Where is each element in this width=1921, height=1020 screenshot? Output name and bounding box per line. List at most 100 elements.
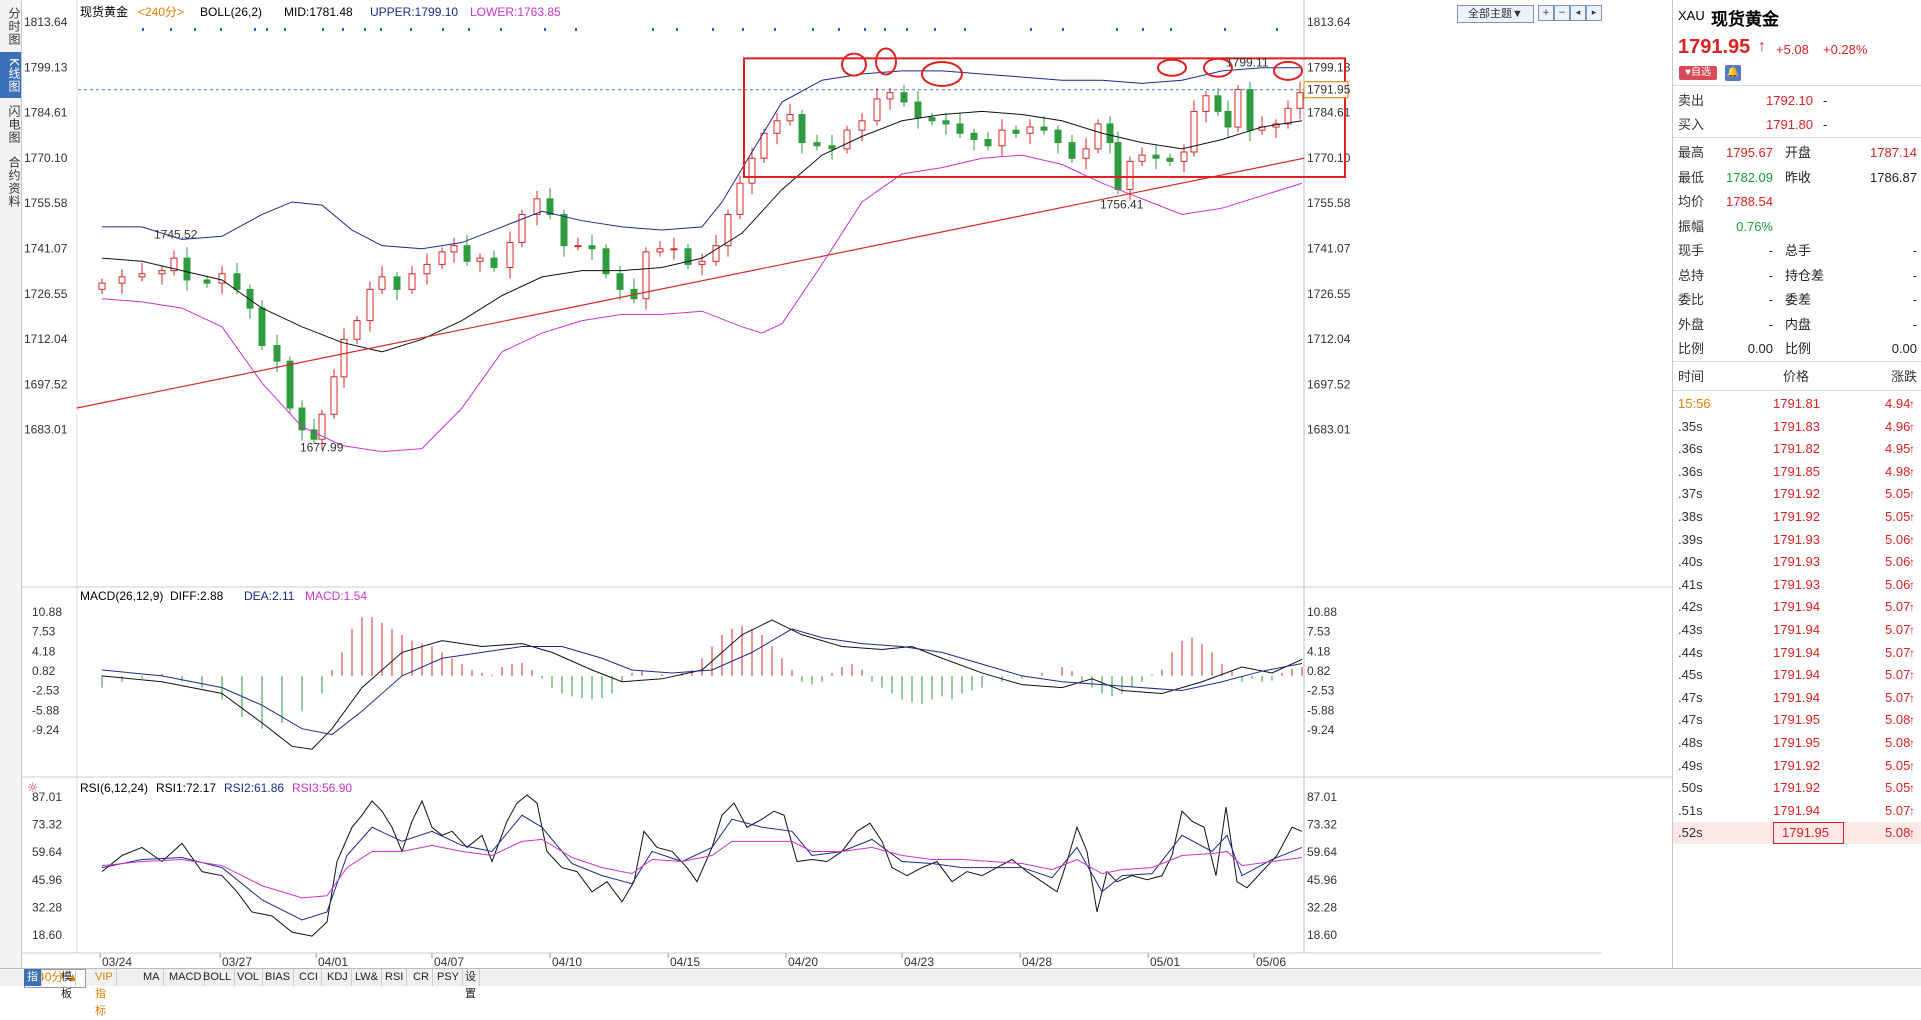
price-tick-left: 1712.04 <box>24 332 68 346</box>
tick-row[interactable]: .44s 1791.94 5.07 ↑ <box>1673 642 1921 664</box>
macd-tick-right: 7.53 <box>1307 625 1331 639</box>
tick-row[interactable]: .47s 1791.95 5.08 ↑ <box>1673 709 1921 731</box>
tick-time: 15:56 <box>1678 396 1711 411</box>
stat-row: 振幅 0.76% <box>1673 214 1921 239</box>
price-tick-left: 1813.64 <box>24 15 68 29</box>
tick-row[interactable]: .35s 1791.83 4.96 ↑ <box>1673 416 1921 438</box>
indicator-tab[interactable]: VIP指标 <box>92 969 117 1017</box>
tick-row[interactable]: .38s 1791.92 5.05 ↑ <box>1673 506 1921 528</box>
tick-row[interactable]: .47s 1791.94 5.07 ↑ <box>1673 687 1921 709</box>
candle-body <box>1012 129 1020 134</box>
date-label: 03/24 <box>102 955 132 968</box>
indicator-tab[interactable]: BIAS <box>262 969 295 986</box>
tick-row[interactable]: .36s 1791.85 4.98 ↑ <box>1673 461 1921 483</box>
indicator-bar: 240分 ▲ 指标 模板 VIP指标 MA MACD BOLL VOL BIAS CCI KDJ L… <box>0 968 1921 1017</box>
macd-tick-right: 4.18 <box>1307 644 1331 658</box>
stat-value: 1787.14 <box>1870 145 1917 160</box>
tab-timeshare[interactable]: 分时图 <box>7 6 21 46</box>
candle-body <box>928 117 936 122</box>
tick-row[interactable]: .50s 1791.92 5.05 ↑ <box>1673 777 1921 799</box>
tick-row[interactable]: .48s 1791.95 5.08 ↑ <box>1673 732 1921 754</box>
tick-row[interactable]: .43s 1791.94 5.07 ↑ <box>1673 619 1921 641</box>
indicator-tab[interactable]: CR <box>410 969 433 986</box>
quote-name: 现货黄金 <box>1711 10 1779 29</box>
tick-row[interactable]: 15:56 1791.81 4.94 ↑ <box>1673 393 1921 415</box>
stat-label: 比例 <box>1678 341 1705 356</box>
date-label: 05/01 <box>1150 955 1180 968</box>
kline-chart[interactable]: 现货黄金 <240分> BOLL(26,2) MID:1781.48 UPPER… <box>22 0 1672 969</box>
price-annotation: 1677.99 <box>300 440 344 454</box>
indicator-tab[interactable]: VOL <box>234 969 264 986</box>
indicator-tab[interactable]: 设置 <box>462 969 480 1000</box>
tick-row[interactable]: .42s 1791.94 5.07 ↑ <box>1673 596 1921 618</box>
tick-price: 1791.93 <box>1773 576 1820 592</box>
tab-kline[interactable]: K线图 <box>0 52 21 98</box>
stat-value: - <box>1768 243 1773 258</box>
add-watchlist-button[interactable]: ♥自选 <box>1679 66 1717 80</box>
theme-dropdown[interactable]: 全部主题▼ <box>1457 5 1534 23</box>
tick-time: .36s <box>1678 463 1703 479</box>
candle-body <box>1246 89 1254 131</box>
stat-row: 最低 1782.09 昨收 1786.87 <box>1673 165 1921 190</box>
indicator-tab[interactable]: RSI <box>382 969 408 986</box>
candle-body <box>490 257 498 269</box>
indicator-tab[interactable]: LW& <box>352 969 383 986</box>
rsi-tick-left: 32.28 <box>32 900 62 914</box>
rsi-label: RSI(6,12,24) <box>80 781 148 795</box>
tick-time: .52s <box>1678 825 1703 841</box>
tick-row[interactable]: .36s 1791.82 4.95 ↑ <box>1673 438 1921 460</box>
rsi-tick-right: 87.01 <box>1307 790 1337 804</box>
indicator-tab[interactable]: BOLL <box>200 969 236 986</box>
highlight-circle <box>921 60 963 87</box>
sun-icon[interactable]: ☼ <box>27 781 39 796</box>
tick-row[interactable]: .39s 1791.93 5.06 ↑ <box>1673 529 1921 551</box>
candle-body <box>233 273 241 290</box>
zoom-in-icon[interactable]: + <box>1538 5 1554 21</box>
candle-body <box>942 120 950 125</box>
macd-value: MACD:1.54 <box>305 589 367 603</box>
indicator-tab[interactable]: MA <box>140 969 164 986</box>
candle-body <box>438 251 446 265</box>
indicator-tab[interactable]: 指标 <box>24 969 42 1000</box>
candle-body <box>1180 151 1188 162</box>
tick-price: 1791.81 <box>1773 396 1820 411</box>
scroll-right-icon[interactable]: ▸ <box>1586 5 1602 21</box>
rsi-chart <box>101 794 1303 937</box>
price-tick-right: 1799.13 <box>1307 60 1351 74</box>
price-tick-left: 1726.55 <box>24 287 68 301</box>
indicator-tab[interactable]: 模板 <box>58 969 76 1000</box>
event-marker <box>774 28 776 31</box>
tick-row[interactable]: .52s 1791.95 5.08 ↑ <box>1673 822 1921 845</box>
chart-area[interactable]: 现货黄金 <240分> BOLL(26,2) MID:1781.48 UPPER… <box>22 0 1672 969</box>
indicator-tab[interactable]: KDJ <box>324 969 352 986</box>
event-marker <box>1224 28 1226 31</box>
tick-row[interactable]: .45s 1791.94 5.07 ↑ <box>1673 664 1921 686</box>
tick-row[interactable]: .37s 1791.92 5.05 ↑ <box>1673 483 1921 505</box>
scroll-left-icon[interactable]: ◂ <box>1570 5 1586 21</box>
indicator-tab[interactable]: PSY <box>434 969 464 986</box>
tick-price: 1791.92 <box>1773 509 1820 524</box>
candle-body <box>1126 160 1134 190</box>
candle-body <box>330 376 338 415</box>
candle-body <box>736 182 744 215</box>
zoom-out-icon[interactable]: − <box>1554 5 1570 21</box>
price-annotation: 1745.52 <box>154 228 198 242</box>
tick-row[interactable]: .41s 1791.93 5.06 ↑ <box>1673 574 1921 596</box>
candle-body <box>393 276 401 290</box>
tick-row[interactable]: .49s 1791.92 5.05 ↑ <box>1673 755 1921 777</box>
highlight-circle <box>1203 57 1233 78</box>
tab-contract-info[interactable]: 合约资料 <box>7 156 21 208</box>
buy-volume: - <box>1823 117 1828 132</box>
indicator-tab[interactable]: MACD <box>166 969 206 986</box>
tick-time: .49s <box>1678 757 1703 773</box>
rsi1-value: RSI1:72.17 <box>156 781 216 795</box>
tick-row[interactable]: .51s 1791.94 5.07 ↑ <box>1673 800 1921 822</box>
candle-body <box>298 407 306 431</box>
tab-flash[interactable]: 闪电图 <box>7 104 21 144</box>
alert-bell-icon[interactable]: 🔔 <box>1725 65 1741 81</box>
tick-change: 5.08 <box>1885 825 1911 841</box>
candle-body <box>318 413 326 440</box>
tick-row[interactable]: .40s 1791.93 5.06 ↑ <box>1673 551 1921 573</box>
candle-body <box>518 213 526 244</box>
indicator-tab[interactable]: CCI <box>296 969 322 986</box>
